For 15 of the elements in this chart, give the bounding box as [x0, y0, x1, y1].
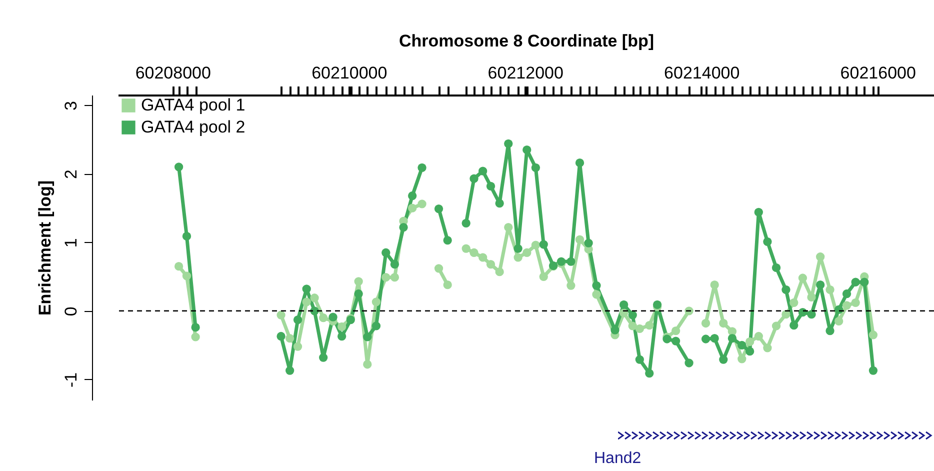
x-tick-label: 60210000 [312, 64, 388, 82]
y-axis-title: Enrichment [log] [36, 180, 54, 316]
x-tick-label: 60208000 [135, 64, 211, 82]
y-tick-label: 1 [62, 238, 80, 248]
y-tick-label: 3 [62, 101, 80, 111]
y-tick-label: -1 [62, 372, 80, 388]
x-tick-label: 60216000 [840, 64, 916, 82]
x-tick-label: 60214000 [664, 64, 740, 82]
y-tick-label: 0 [62, 306, 80, 316]
text: Hand2 [594, 450, 642, 468]
x-axis-title: Chromosome 8 Coordinate [bp] [398, 32, 654, 50]
x-tick-label: 60212000 [488, 64, 564, 82]
legend-label: GATA4 pool 2 [141, 118, 246, 136]
legend-label: GATA4 pool 1 [141, 96, 246, 114]
y-tick-label: 2 [62, 170, 80, 180]
